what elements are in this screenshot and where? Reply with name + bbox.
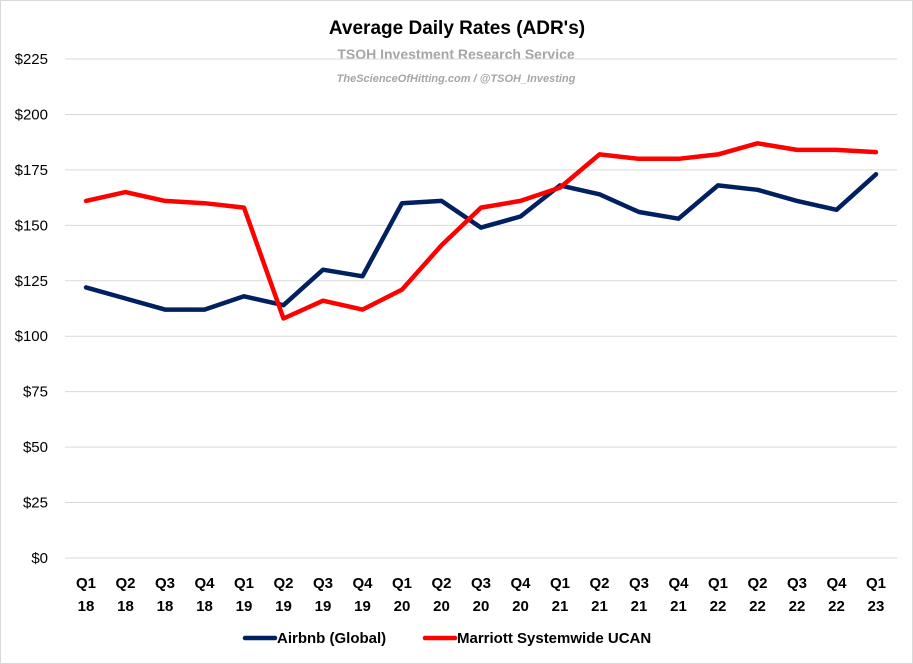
x-tick-label: 20: [473, 598, 490, 615]
x-tick-label: Q4: [352, 575, 373, 592]
x-tick-label: Q3: [471, 575, 491, 592]
y-tick-label: $200: [15, 106, 48, 123]
x-tick-label: Q3: [155, 575, 175, 592]
chart-subtitle: TSOH Investment Research Service: [337, 46, 575, 62]
x-tick-label: Q2: [273, 575, 293, 592]
legend-label: Airbnb (Global): [277, 630, 386, 647]
series-line-airbnb: [83, 172, 879, 312]
x-tick-label: 21: [591, 598, 608, 615]
x-tick-label: 22: [789, 598, 806, 615]
y-tick-label: $100: [15, 328, 48, 345]
x-tick-label: Q1: [76, 575, 96, 592]
x-tick-label: 22: [749, 598, 766, 615]
legend: Airbnb (Global) Marriott Systemwide UCAN: [242, 630, 651, 647]
x-tick-label: Q4: [194, 575, 215, 592]
y-axis-ticks: $0 $25 $50 $75 $100 $125 $150 $175 $200 $225: [15, 51, 48, 567]
x-tick-label: Q1: [234, 575, 254, 592]
x-tick-label: Q3: [313, 575, 333, 592]
y-tick-label: $25: [23, 495, 48, 512]
y-tick-label: $50: [23, 439, 48, 456]
x-tick-label: Q2: [747, 575, 767, 592]
x-tick-label: Q4: [668, 575, 689, 592]
x-tick-label: 21: [631, 598, 648, 615]
x-tick-label: Q2: [589, 575, 609, 592]
x-tick-label: Q2: [115, 575, 135, 592]
x-tick-label: 19: [236, 598, 253, 615]
legend-label: Marriott Systemwide UCAN: [457, 630, 651, 647]
x-tick-label: 21: [552, 598, 569, 615]
x-tick-label: Q4: [510, 575, 531, 592]
y-tick-label: $125: [15, 273, 48, 290]
x-tick-label: 20: [433, 598, 450, 615]
x-tick-label: Q1: [550, 575, 570, 592]
y-tick-label: $0: [31, 550, 48, 567]
y-tick-label: $150: [15, 217, 48, 234]
y-tick-label: $175: [15, 162, 48, 179]
x-tick-label: 22: [710, 598, 727, 615]
x-tick-label: 20: [394, 598, 411, 615]
chart-source-note: TheScienceOfHitting.com / @TSOH_Investin…: [337, 73, 576, 85]
gridlines: [65, 58, 897, 559]
series-lines: [83, 141, 879, 321]
x-tick-label: 20: [512, 598, 529, 615]
x-tick-label: 19: [354, 598, 371, 615]
y-tick-label: $225: [15, 51, 48, 68]
x-tick-label: 19: [275, 598, 292, 615]
x-tick-label: 18: [157, 598, 174, 615]
x-tick-label: 19: [315, 598, 332, 615]
x-axis-ticks: Q1 18 Q2 18 Q3 18 Q4 18 Q1 19 Q2 19 Q3 19 Q4 19 Q1 20 Q2 20…: [76, 575, 886, 615]
x-tick-label: Q4: [826, 575, 847, 592]
x-tick-label: 23: [868, 598, 885, 615]
chart-title: Average Daily Rates (ADR's): [329, 18, 585, 39]
x-tick-label: Q1: [708, 575, 728, 592]
x-tick-label: 18: [196, 598, 213, 615]
x-tick-label: Q1: [392, 575, 412, 592]
series-line-marriott: [83, 141, 879, 321]
x-tick-label: Q3: [629, 575, 649, 592]
y-tick-label: $75: [23, 384, 48, 401]
x-tick-label: Q3: [787, 575, 807, 592]
x-tick-label: 22: [828, 598, 845, 615]
x-tick-label: Q1: [866, 575, 886, 592]
x-tick-label: 18: [78, 598, 95, 615]
x-tick-label: 18: [117, 598, 134, 615]
x-tick-label: Q2: [431, 575, 451, 592]
x-tick-label: 21: [670, 598, 687, 615]
